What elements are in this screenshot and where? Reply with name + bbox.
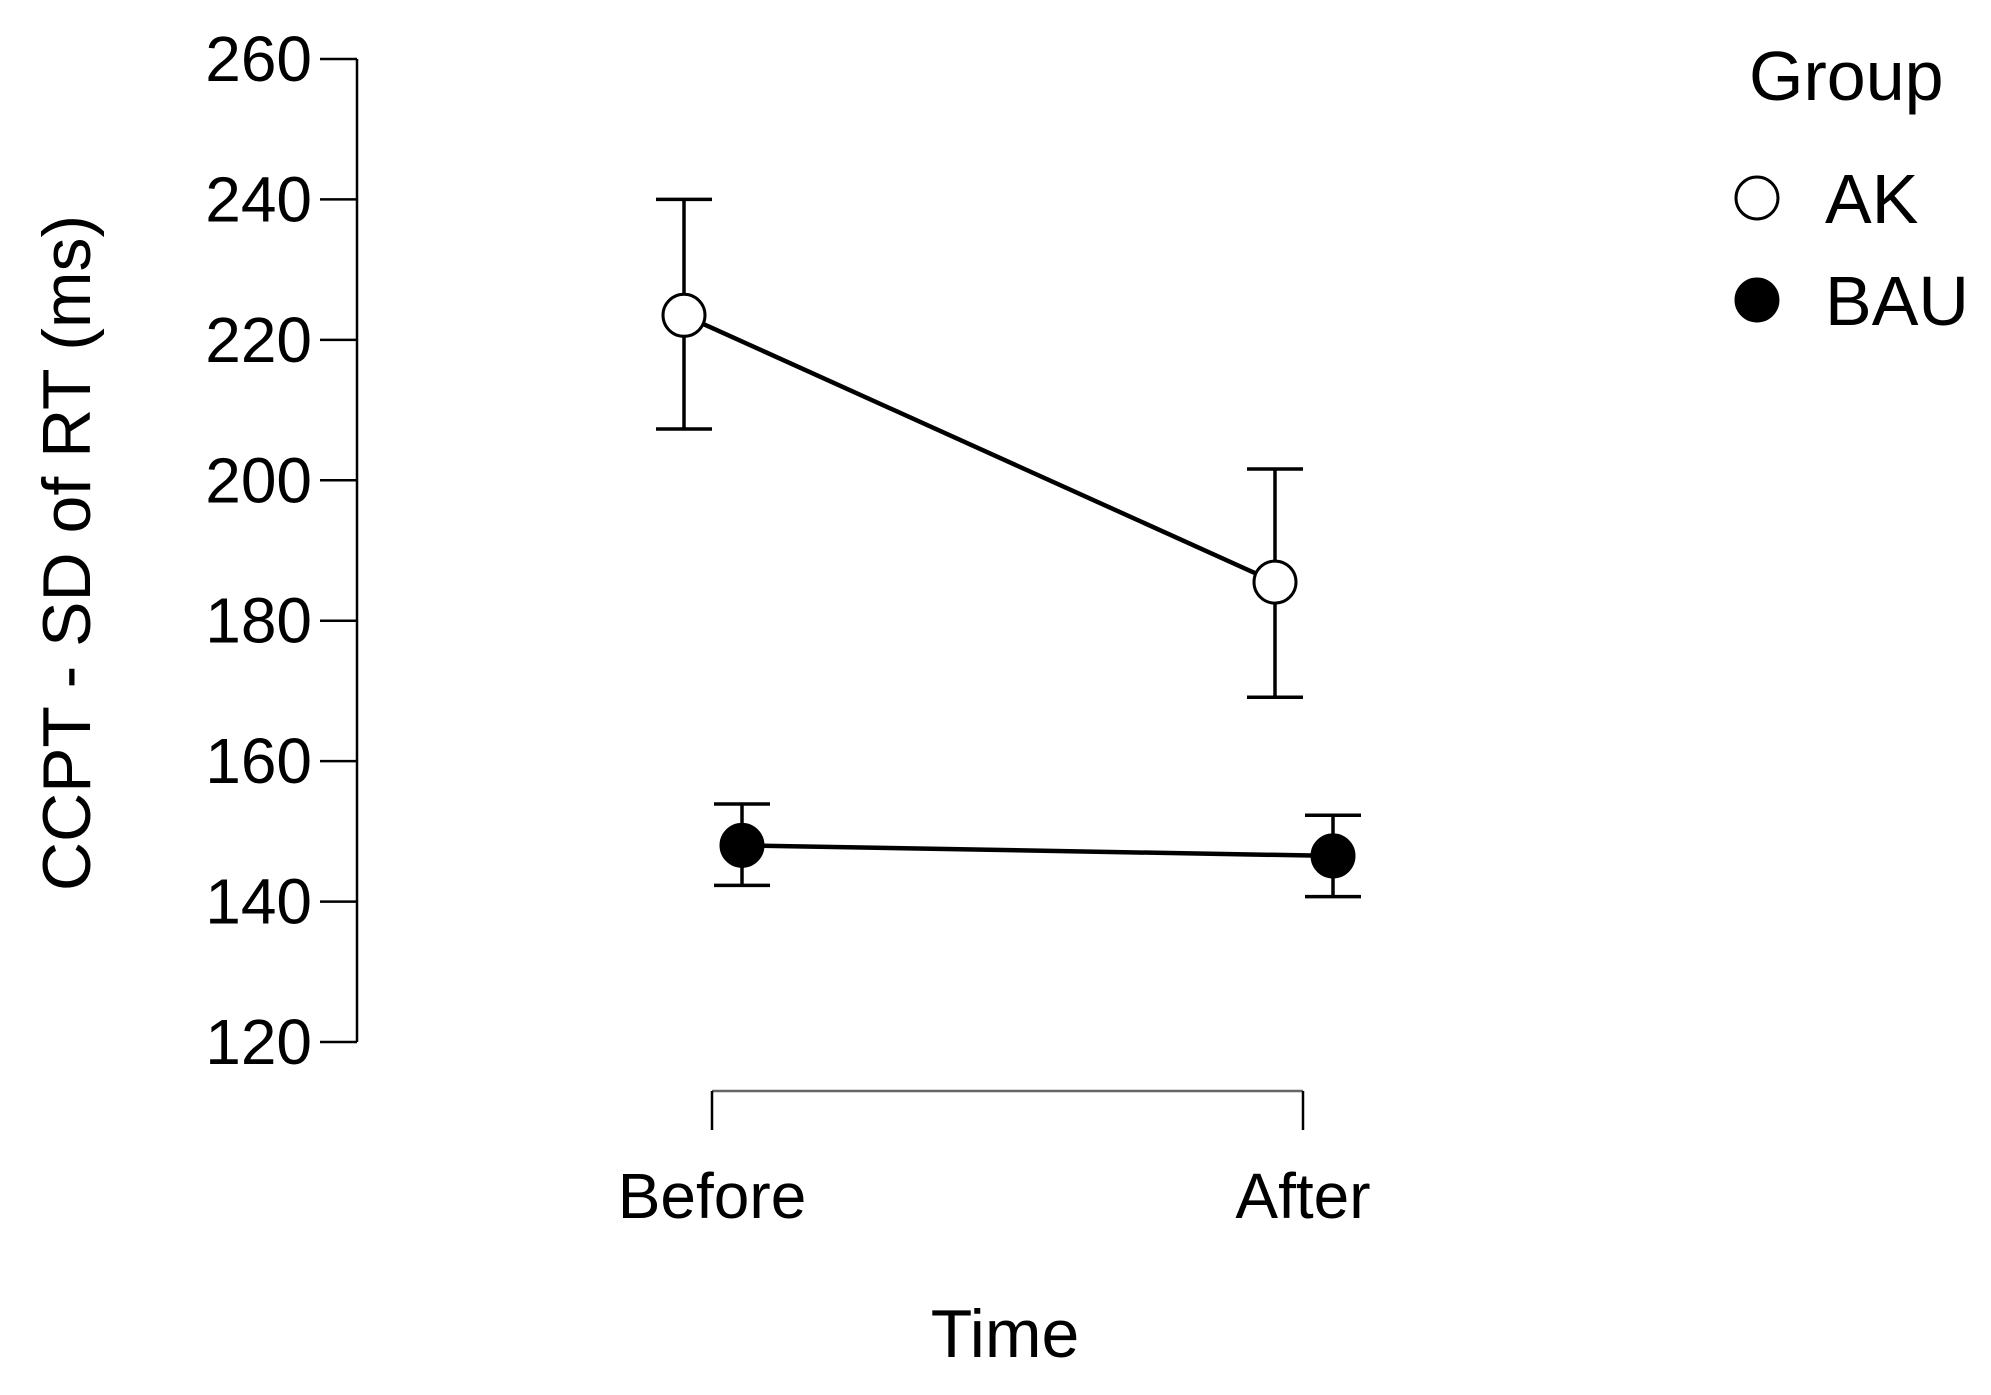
y-tick-label: 120 [205, 1006, 312, 1078]
y-axis: 120 140 160 180 200 220 240 260 [205, 23, 359, 1078]
legend-title: Group [1749, 37, 1944, 115]
legend-marker-bau [1734, 277, 1780, 323]
y-tick-label: 140 [205, 866, 312, 938]
y-tick-label: 240 [205, 163, 312, 235]
data-point [661, 292, 707, 338]
data-point [1252, 559, 1298, 605]
series-ak [656, 197, 1303, 699]
y-tick-label: 200 [205, 444, 312, 516]
series-line [741, 843, 1334, 859]
legend: Group AK BAU [1734, 37, 1969, 340]
legend-label-ak: AK [1825, 160, 1918, 238]
series-line [683, 313, 1276, 585]
x-tick-label: After [1235, 1160, 1370, 1232]
legend-marker-ak [1734, 175, 1780, 221]
y-tick-label: 220 [205, 304, 312, 376]
x-axis-title: Time [931, 1296, 1080, 1372]
data-point [1310, 833, 1356, 879]
x-tick-label: Before [618, 1160, 807, 1232]
y-tick-label: 180 [205, 585, 312, 657]
x-axis: Before After [618, 1089, 1371, 1232]
data-point [719, 822, 765, 868]
legend-label-bau: BAU [1825, 262, 1969, 340]
series-layer [656, 197, 1361, 899]
y-axis-title: CCPT - SD of RT (ms) [29, 215, 105, 891]
y-tick-label: 260 [205, 23, 312, 95]
series-bau [714, 802, 1361, 899]
y-tick-label: 160 [205, 725, 312, 797]
